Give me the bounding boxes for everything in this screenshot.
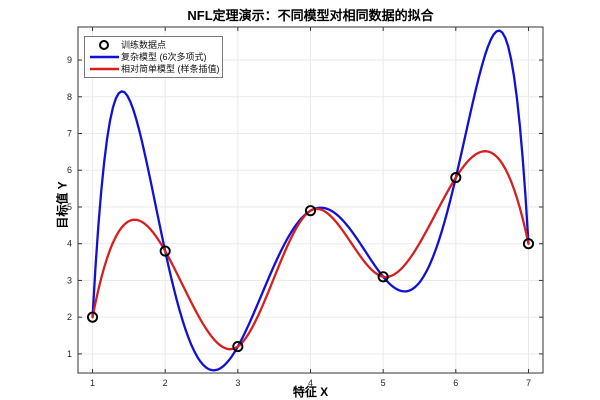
x-tick-label: 4 xyxy=(308,378,313,388)
x-tick-label: 3 xyxy=(235,378,240,388)
x-tick-label: 1 xyxy=(90,378,95,388)
y-tick-label: 2 xyxy=(67,312,72,322)
y-tick-label: 1 xyxy=(67,349,72,359)
legend: 训练数据点 复杂模型 (6次多项式) 相对简单模型 (样条插值) xyxy=(84,36,223,78)
legend-item-training-points: 训练数据点 xyxy=(88,39,219,51)
y-tick-label: 3 xyxy=(67,275,72,285)
legend-item-simple-model: 相对简单模型 (样条插值) xyxy=(88,63,220,75)
x-axis-label: 特征 X xyxy=(292,385,329,399)
red-line-swatch-icon xyxy=(88,63,121,75)
legend-label-simple-model: 相对简单模型 (样条插值) xyxy=(121,64,220,74)
y-tick-label: 8 xyxy=(67,92,72,102)
y-tick-label: 9 xyxy=(67,55,72,65)
x-tick-label: 5 xyxy=(381,378,386,388)
y-tick-label: 5 xyxy=(67,202,72,212)
y-tick-label: 4 xyxy=(67,239,72,249)
x-tick-label: 6 xyxy=(453,378,458,388)
x-tick-label: 7 xyxy=(526,378,531,388)
y-tick-label: 6 xyxy=(67,165,72,175)
legend-item-complex-model: 复杂模型 (6次多项式) xyxy=(88,51,219,63)
data-point-marker xyxy=(86,311,99,323)
y-tick-label: 7 xyxy=(67,129,72,139)
data-point-marker xyxy=(377,271,389,283)
x-tick-label: 2 xyxy=(163,378,168,388)
data-point-marker xyxy=(450,172,462,184)
legend-label-complex-model: 复杂模型 (6次多项式) xyxy=(121,52,207,62)
open-circle-marker-icon xyxy=(88,39,121,51)
chart-title: NFL定理演示：不同模型对相同数据的拟合 xyxy=(187,8,434,23)
curve-simple-model xyxy=(91,150,530,351)
y-axis-label: 目标值 Y xyxy=(55,181,70,229)
data-point-marker xyxy=(232,341,244,353)
blue-line-swatch-icon xyxy=(88,51,121,63)
legend-label-training-points: 训练数据点 xyxy=(121,40,167,50)
data-point-marker xyxy=(159,245,171,257)
data-point-marker xyxy=(522,238,535,250)
data-point-marker xyxy=(304,205,317,217)
